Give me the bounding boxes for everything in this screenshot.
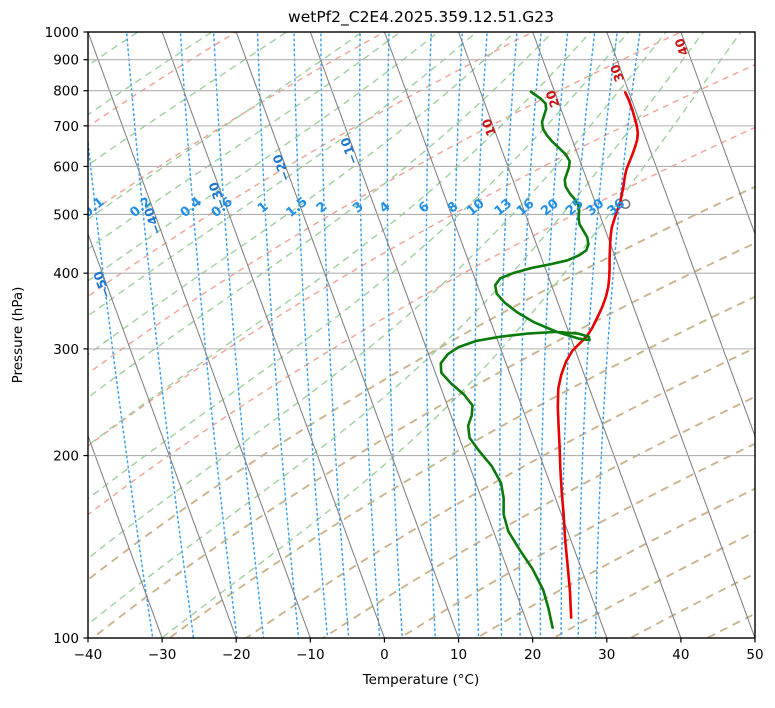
y-tick-label: 300 [53,342,79,358]
dry-adiabat [398,442,755,638]
y-axis-ticks: 100 200 300 400 500 600 700 800 900 1000 [45,25,88,647]
dry-adiabat [474,487,755,638]
y-tick-label: 600 [53,159,79,175]
isotherm-line [309,32,534,638]
x-axis-label: Temperature (°C) [362,672,480,688]
moist-adiabat [88,32,516,356]
mixing-ratio-line [320,32,350,638]
y-tick-label: 800 [53,84,79,100]
y-tick-label: 900 [53,53,79,69]
moist-adiabat [88,32,140,67]
isotherm-line [680,32,755,236]
moist-adiabat [88,32,214,116]
moist-adiabat [88,32,592,447]
isotherm-label: 30 [607,62,627,84]
x-tick-label: 0 [380,647,389,663]
mixing-ratio-line [358,32,381,638]
dry-adiabat [88,32,386,216]
mixing-ratio-line [179,32,238,638]
isotherm-line [606,32,755,438]
isotherm-label: 10 [479,116,499,138]
x-tick-label: −10 [296,647,325,663]
x-tick-label: 40 [672,647,689,663]
lcl-marker [620,199,631,210]
plot-frame [87,31,756,639]
x-tick-label: 50 [746,647,763,663]
mixing-ratio-line [594,32,641,638]
mixing-ratio-line [474,32,488,638]
moist-adiabat [88,32,288,166]
isotherm-line [88,232,237,638]
profile-dewpoint [439,90,591,629]
lcl-marker-group [620,199,631,210]
y-tick-label: 1000 [45,25,79,41]
mixing-ratio-line [452,32,464,638]
y-tick-label: 400 [53,266,79,282]
x-axis-ticks: −40 −30 −20 −10 0 10 20 30 40 50 [74,638,764,663]
dry-adiabat [88,32,683,375]
mixing-ratio-line [425,32,437,638]
moist-adiabat [88,32,554,399]
moist-adiabat [88,32,364,221]
mixing-ratio-line [539,32,569,638]
x-tick-label: 20 [524,647,541,663]
isotherm-line [88,434,163,638]
profile-temperature [556,91,640,620]
isotherm-line [161,32,385,638]
x-tick-label: −40 [74,647,103,663]
isotherm-line [88,32,311,638]
mixing-ratio-line [386,32,404,638]
y-tick-label: 700 [53,119,79,135]
moist-adiabat [160,32,742,638]
profile-lines [439,90,640,629]
mixing-ratio-line [560,32,596,638]
page-title: wetPf2_C2E4.2025.359.12.51.G23 [288,8,554,27]
mixing-ratio-line [293,32,329,638]
moist-adiabat-lines [88,32,742,638]
mixing-ratio-line [125,32,195,638]
isotherm-label: 40 [671,36,691,58]
mixing-ratio-line [212,32,265,638]
isotherm-line [383,32,608,638]
moist-adiabat [88,32,705,626]
y-tick-label: 100 [53,631,79,647]
isotherm-label: 20 [542,88,562,110]
x-tick-label: −30 [148,647,177,663]
moist-adiabat [88,32,402,250]
moist-adiabat [88,32,478,317]
y-tick-label: 500 [53,207,79,223]
moist-adiabat [88,32,667,560]
y-axis-label: Pressure (hPa) [10,287,26,384]
isotherm-line [532,32,755,638]
mixing-ratio-line [577,32,618,638]
x-tick-label: 30 [598,647,615,663]
pressure-gridlines [88,32,755,638]
isotherm-line [235,32,460,638]
dry-adiabat [88,64,755,447]
isotherm-lines [88,32,755,638]
dry-adiabat [244,346,755,638]
y-tick-label: 200 [53,449,79,465]
x-tick-label: 10 [450,647,467,663]
x-tick-label: −20 [222,647,251,663]
dry-adiabat [88,126,755,516]
moist-adiabat [88,32,440,282]
mixing-ratio-line [88,136,154,638]
dry-adiabat [167,295,755,638]
